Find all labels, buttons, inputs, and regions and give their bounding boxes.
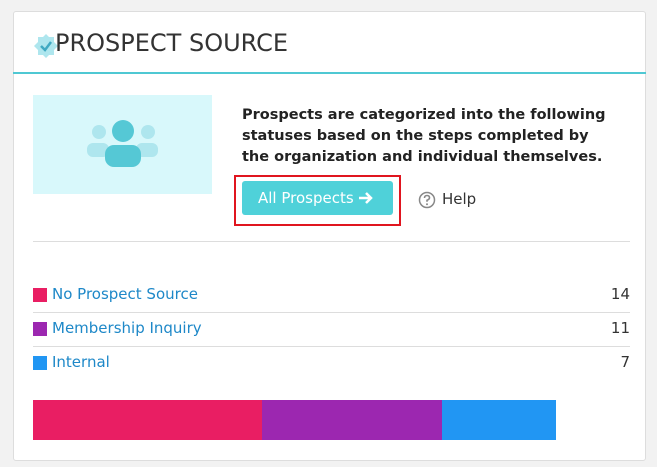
button-label: All Prospects — [258, 189, 354, 207]
source-row: Internal 7 — [33, 346, 630, 380]
source-count: 11 — [610, 319, 630, 337]
highlight-box — [234, 175, 401, 226]
bar-segment — [441, 400, 557, 440]
card — [13, 11, 646, 461]
color-swatch — [33, 322, 47, 336]
arrow-icon — [359, 192, 373, 204]
help-icon — [418, 191, 436, 209]
help-label: Help — [442, 190, 477, 208]
source-count: 14 — [610, 285, 630, 303]
header-icon — [34, 34, 58, 58]
divider — [33, 241, 630, 242]
bar-segment — [33, 400, 262, 440]
source-name[interactable]: No Prospect Source — [52, 285, 198, 303]
source-name[interactable]: Membership Inquiry — [52, 319, 202, 337]
source-row: Membership Inquiry 11 — [33, 312, 630, 347]
description: Prospects are categorized into the follo… — [242, 107, 606, 165]
all-prospects-button[interactable]: All Prospects — [242, 181, 393, 215]
source-name[interactable]: Internal — [52, 353, 110, 371]
source-count: 7 — [620, 353, 630, 371]
header-underline — [13, 72, 646, 74]
title: PROSPECT SOURCE — [55, 29, 289, 57]
color-swatch — [33, 288, 47, 302]
people-icon — [87, 120, 158, 167]
bar-segment — [261, 400, 442, 440]
source-row: No Prospect Source 14 — [33, 278, 630, 313]
thumbnail — [33, 95, 212, 194]
color-swatch — [33, 356, 47, 370]
